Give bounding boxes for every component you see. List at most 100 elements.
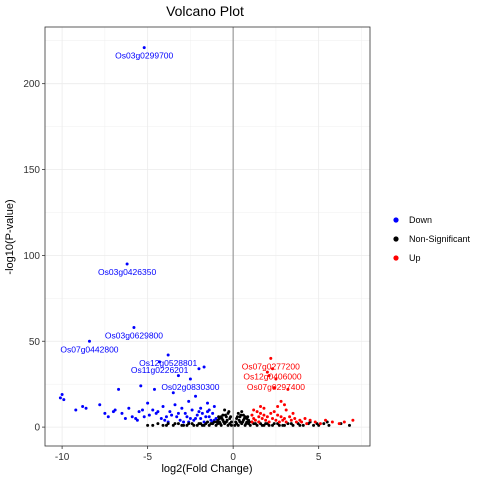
point-non-significant [223,408,227,412]
point-up [288,415,292,419]
point-non-significant [146,423,150,427]
point-up [276,405,280,409]
point-up [252,408,256,412]
point-down [166,353,170,357]
point-down [195,413,199,417]
point-down [204,415,208,419]
point-down [125,262,129,266]
point-non-significant [248,423,252,427]
point-up [259,405,263,409]
point-down [175,415,179,419]
point-down [200,411,204,415]
point-non-significant [156,422,160,426]
point-non-significant [217,415,221,419]
point-down [176,411,180,415]
point-non-significant [260,423,264,427]
grid-lines [45,27,370,446]
point-up [342,420,346,424]
legend-key-up [393,255,399,261]
point-up [284,420,288,424]
point-non-significant [202,423,206,427]
point-non-significant [236,411,240,415]
x-tick-label: 5 [316,452,322,463]
point-up [330,420,334,424]
point-non-significant [229,420,233,424]
point-down [188,377,192,381]
point-up [269,411,273,415]
plot-border [44,26,371,447]
point-annotations: Os03g0299700 Os03g0426350 Os03g0629800 Os07… [60,51,305,392]
point-down [173,403,177,407]
point-up [262,413,266,417]
x-axis-title: log2(Fold Change) [161,463,252,475]
point-up [269,356,273,360]
y-axis-title: -log10(P-value) [4,199,16,274]
point-down [113,408,117,412]
point-up [274,377,278,381]
point-non-significant [223,413,227,417]
y-tick-label: 0 [34,423,40,434]
point-down [199,406,203,410]
point-non-significant [218,422,222,426]
point-up [257,415,261,419]
point-down [146,401,150,405]
point-down [74,408,78,412]
annotation-label: Os12g0406000 [243,372,301,382]
y-tick-label: 50 [29,337,41,348]
point-down [141,408,144,412]
annotation-label: Os07g0442800 [60,344,118,354]
annotation-label: Os07g0277200 [242,361,300,371]
point-up [265,415,269,419]
point-non-significant [246,415,250,419]
point-non-significant [235,415,239,419]
x-tick-label: 0 [230,452,236,463]
x-tick-label: -5 [143,452,152,463]
point-non-significant [225,418,229,422]
legend-label-down: Down [409,215,432,225]
point-down [178,418,182,422]
point-down [137,410,141,414]
point-non-significant [222,420,226,424]
point-down [176,374,180,378]
legend-label-up: Up [409,253,421,263]
point-non-significant [214,423,218,427]
point-non-significant [240,410,244,414]
point-up [257,420,261,424]
point-down [130,415,134,419]
point-down [135,418,139,422]
point-down [103,411,107,415]
point-up [279,399,283,403]
annotation-label: Os11g0226201 [131,365,189,375]
point-down [161,405,165,409]
annotation-label: Os02g0830300 [161,382,219,392]
point-up [272,410,276,414]
point-non-significant [277,423,281,427]
point-up [303,417,307,421]
point-up [250,413,254,417]
point-down [158,360,162,364]
point-non-significant [234,420,238,424]
point-down [168,410,172,414]
point-non-significant [212,420,216,424]
point-down [58,396,62,400]
point-up [262,406,266,410]
point-down [194,394,198,398]
point-down [188,417,192,421]
point-down [183,411,187,415]
point-non-significant [180,423,184,427]
point-down [197,410,201,414]
point-non-significant [161,423,165,427]
point-down [163,418,167,422]
point-up [318,422,322,426]
point-up [265,370,269,374]
point-down [139,384,143,388]
point-down [211,411,215,415]
plot-panel [45,27,370,446]
point-down [185,415,189,419]
x-axis-ticks: -10 -5 0 5 [55,446,322,463]
point-up [286,387,290,391]
point-down [197,367,201,371]
point-non-significant [301,423,305,427]
point-non-significant [244,422,248,426]
